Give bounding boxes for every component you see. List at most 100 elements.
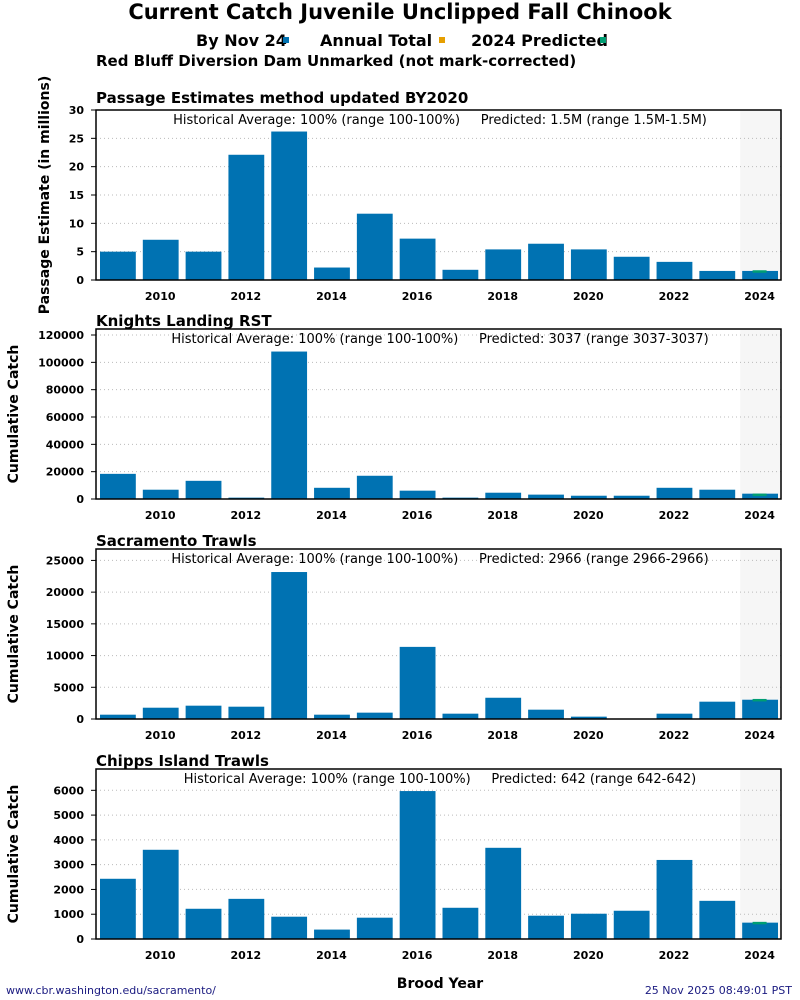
panel-3: Chipps Island Trawls 0 1000 2000 3000 4000 500… xyxy=(6,752,782,962)
bar-2020 xyxy=(570,249,607,280)
y-tick-label: 5000 xyxy=(53,809,84,822)
x-tick-label: 2022 xyxy=(659,729,690,742)
bar-2016 xyxy=(399,238,436,280)
panel-subtitle: Passage Estimates method updated BY2020 xyxy=(96,89,468,107)
y-axis-label: Cumulative Catch xyxy=(6,785,22,924)
footer-url[interactable]: www.cbr.washington.edu/sacramento/ xyxy=(6,984,216,997)
bar-2010 xyxy=(142,707,179,719)
y-tick-label: 30 xyxy=(69,104,85,117)
bar-2023 xyxy=(699,900,736,939)
y-tick-label: 20 xyxy=(69,161,85,174)
x-tick-label: 2024 xyxy=(744,509,775,522)
panel-2: Sacramento Trawls 0 5000 10000 15000 20000 250… xyxy=(6,532,782,742)
x-tick-label: 2018 xyxy=(487,290,518,303)
bar-2018 xyxy=(485,847,522,939)
x-tick-label: 2014 xyxy=(316,509,347,522)
y-tick-label: 15 xyxy=(69,189,84,202)
bar-2020 xyxy=(570,716,607,719)
bar-2020 xyxy=(570,495,607,499)
bar-2013 xyxy=(271,572,308,719)
bar-2010 xyxy=(142,239,179,280)
bar-2018 xyxy=(485,249,522,280)
y-tick-label: 20000 xyxy=(46,586,85,599)
bar-2011 xyxy=(185,908,222,939)
bar-2023 xyxy=(699,270,736,280)
x-tick-label: 2024 xyxy=(744,729,775,742)
panel-title: Red Bluff Diversion Dam Unmarked (not ma… xyxy=(96,52,576,70)
bar-2018 xyxy=(485,492,522,499)
bar-2016 xyxy=(399,646,436,719)
bar-2011 xyxy=(185,705,222,719)
x-tick-label: 2012 xyxy=(231,509,262,522)
plot-frame xyxy=(95,109,782,281)
legend-swatch-annual-total xyxy=(439,37,445,43)
bar-2015 xyxy=(356,712,393,719)
x-tick-label: 2012 xyxy=(231,949,262,962)
y-tick-label: 0 xyxy=(76,933,84,946)
bar-2016 xyxy=(399,490,436,499)
current-year-shade xyxy=(740,329,781,499)
x-tick-label: 2024 xyxy=(744,290,775,303)
panel-annotation: Historical Average: 100% (range 100-100%… xyxy=(173,113,707,128)
legend-swatch-predicted xyxy=(600,37,606,43)
panel-title: Sacramento Trawls xyxy=(96,532,257,550)
bar-2009 xyxy=(100,878,136,939)
y-axis-label: Cumulative Catch xyxy=(6,345,22,484)
y-tick-label: 3000 xyxy=(53,859,84,872)
x-tick-label: 2022 xyxy=(659,290,690,303)
x-tick-label: 2010 xyxy=(145,509,176,522)
legend: By Nov 24 Annual Total 2024 Predicted xyxy=(196,31,608,50)
bar-2015 xyxy=(356,475,393,499)
bar-2017 xyxy=(442,713,479,719)
y-tick-label: 1000 xyxy=(53,908,84,921)
x-tick-label: 2016 xyxy=(402,509,433,522)
y-tick-label: 25000 xyxy=(46,554,85,567)
y-tick-label: 120000 xyxy=(38,329,84,342)
x-tick-label: 2018 xyxy=(487,509,518,522)
x-tick-label: 2016 xyxy=(402,290,433,303)
y-tick-label: 40000 xyxy=(46,438,85,451)
x-tick-label: 2024 xyxy=(744,949,775,962)
bar-2011 xyxy=(185,251,222,280)
x-tick-label: 2022 xyxy=(659,949,690,962)
y-tick-label: 5000 xyxy=(53,681,84,694)
bar-2009 xyxy=(100,251,136,280)
y-tick-label: 4000 xyxy=(53,834,84,847)
chart-title: Current Catch Juvenile Unclipped Fall Ch… xyxy=(128,0,672,24)
x-axis-label: Brood Year xyxy=(397,976,484,992)
bar-2014 xyxy=(314,267,350,280)
bar-2014 xyxy=(314,487,350,499)
bar-2023 xyxy=(699,489,736,499)
bar-2024 xyxy=(742,922,778,939)
bar-2017 xyxy=(442,907,479,939)
bar-2021 xyxy=(613,256,650,280)
bar-2009 xyxy=(100,473,136,499)
bar-2024 xyxy=(742,270,778,280)
bar-2013 xyxy=(271,351,308,499)
legend-label-predicted: 2024 Predicted xyxy=(471,31,608,50)
x-tick-label: 2010 xyxy=(145,729,176,742)
current-year-shade xyxy=(740,769,781,939)
y-axis-label: Passage Estimate (in millions) xyxy=(37,76,53,314)
panel-1: Knights Landing RST 0 20000 40000 60000 80000… xyxy=(6,312,782,522)
bar-2022 xyxy=(656,487,693,499)
panel-annotation: Historical Average: 100% (range 100-100%… xyxy=(171,332,708,347)
y-tick-label: 25 xyxy=(69,132,84,145)
bar-2010 xyxy=(142,849,179,939)
x-tick-label: 2020 xyxy=(573,290,604,303)
bar-2019 xyxy=(528,494,564,499)
x-tick-label: 2018 xyxy=(487,729,518,742)
bar-2020 xyxy=(570,913,607,939)
bar-2018 xyxy=(485,697,522,719)
bar-2021 xyxy=(613,910,650,939)
bar-2017 xyxy=(442,269,479,280)
legend-label-by-date: By Nov 24 xyxy=(196,31,287,50)
y-tick-label: 2000 xyxy=(53,883,84,896)
bar-2013 xyxy=(271,131,308,280)
y-tick-label: 10000 xyxy=(46,650,85,663)
bar-2023 xyxy=(699,701,736,719)
bar-2012 xyxy=(228,706,265,719)
legend-label-annual-total: Annual Total xyxy=(320,31,432,50)
y-tick-label: 20000 xyxy=(46,466,85,479)
